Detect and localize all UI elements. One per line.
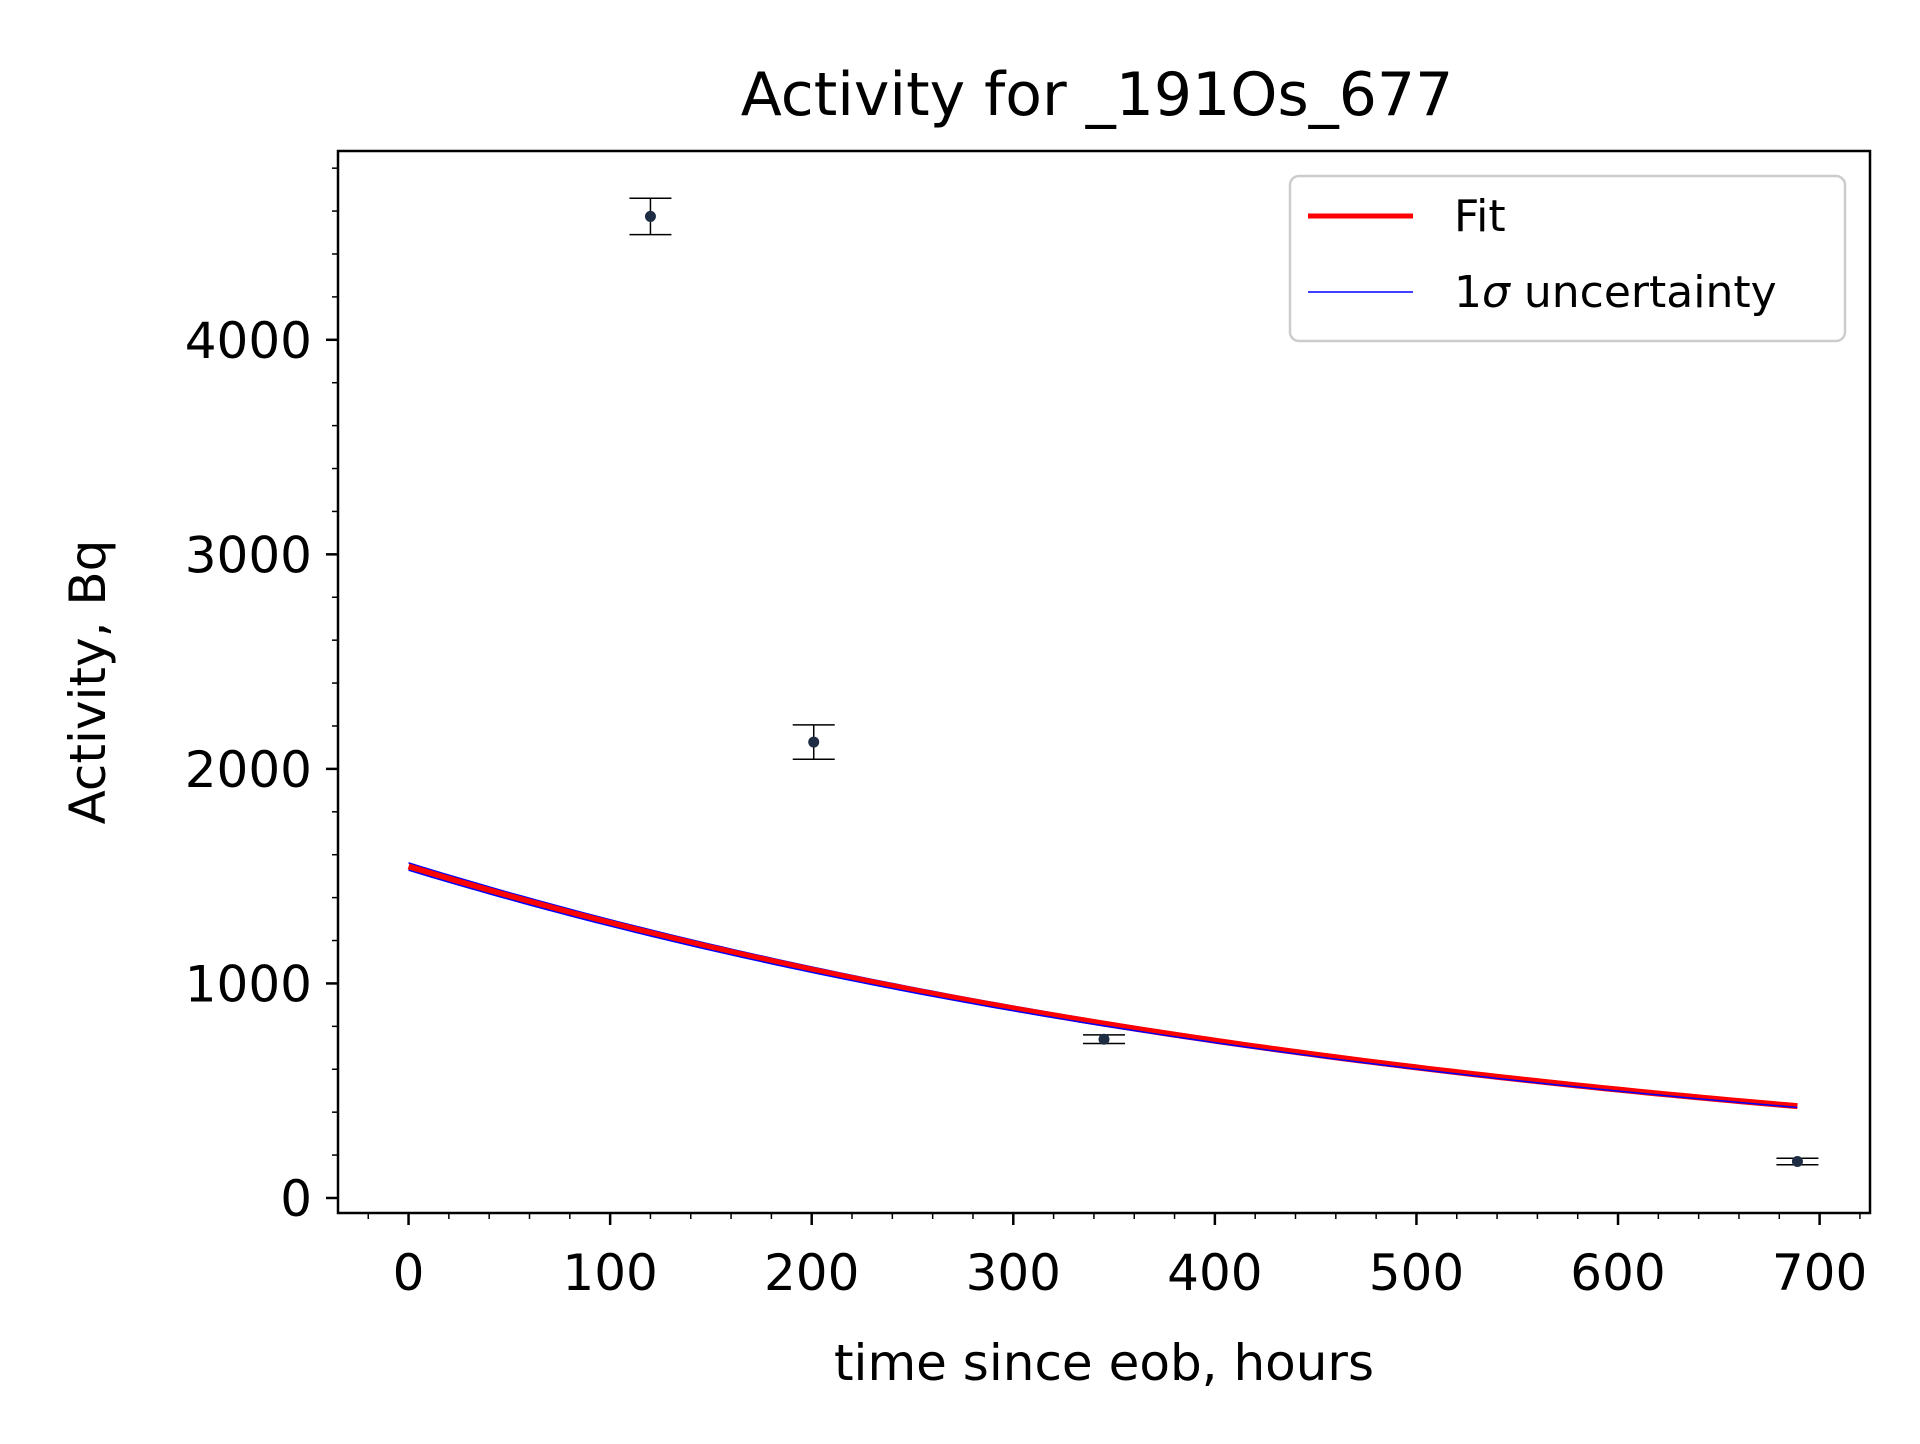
- legend: Fit 1σ uncertainty: [1288, 174, 1847, 343]
- y-axis-label: Activity, Bq: [59, 540, 117, 825]
- x-tick-label: 500: [1369, 1244, 1464, 1302]
- data-point: [1791, 1156, 1803, 1168]
- legend-uncertainty-label: 1σ uncertainty: [1454, 267, 1777, 318]
- data-point: [1098, 1033, 1110, 1045]
- x-tick-label: 400: [1167, 1244, 1262, 1302]
- x-tick-label: 600: [1570, 1244, 1665, 1302]
- x-tick-label: 200: [764, 1244, 859, 1302]
- data-point: [808, 736, 820, 748]
- x-tick-label: 0: [393, 1244, 425, 1302]
- axes-frame: [336, 149, 1872, 1215]
- uncertainty-lower-line: [408, 869, 1798, 1109]
- y-tick-label: 0: [280, 1170, 312, 1228]
- x-axis-label: time since eob, hours: [834, 1334, 1374, 1392]
- x-axis-ticks: 0 100 200 300 400 500 600 700: [367, 1213, 1867, 1302]
- y-tick-label: 4000: [185, 312, 312, 370]
- y-tick-label: 1000: [185, 955, 312, 1013]
- fit-line: [407, 863, 1798, 1110]
- x-tick-label: 700: [1772, 1244, 1867, 1302]
- y-axis-ticks: 0 1000 2000 3000 4000: [185, 167, 338, 1228]
- legend-box: [1288, 174, 1847, 343]
- fit-curves: [407, 862, 1798, 1110]
- x-tick-label: 300: [966, 1244, 1061, 1302]
- data-point: [644, 210, 656, 222]
- y-tick-label: 3000: [185, 526, 312, 584]
- y-tick-label: 2000: [185, 741, 312, 799]
- plot-area: 0 100 200 300 400 500 600 700 0 1000 2000 3000 4000: [185, 149, 1872, 1302]
- legend-fit-label: Fit: [1454, 191, 1506, 242]
- data-points: [629, 197, 1819, 1168]
- x-tick-label: 100: [562, 1244, 657, 1302]
- chart-title: Activity for _191Os_677: [741, 60, 1454, 130]
